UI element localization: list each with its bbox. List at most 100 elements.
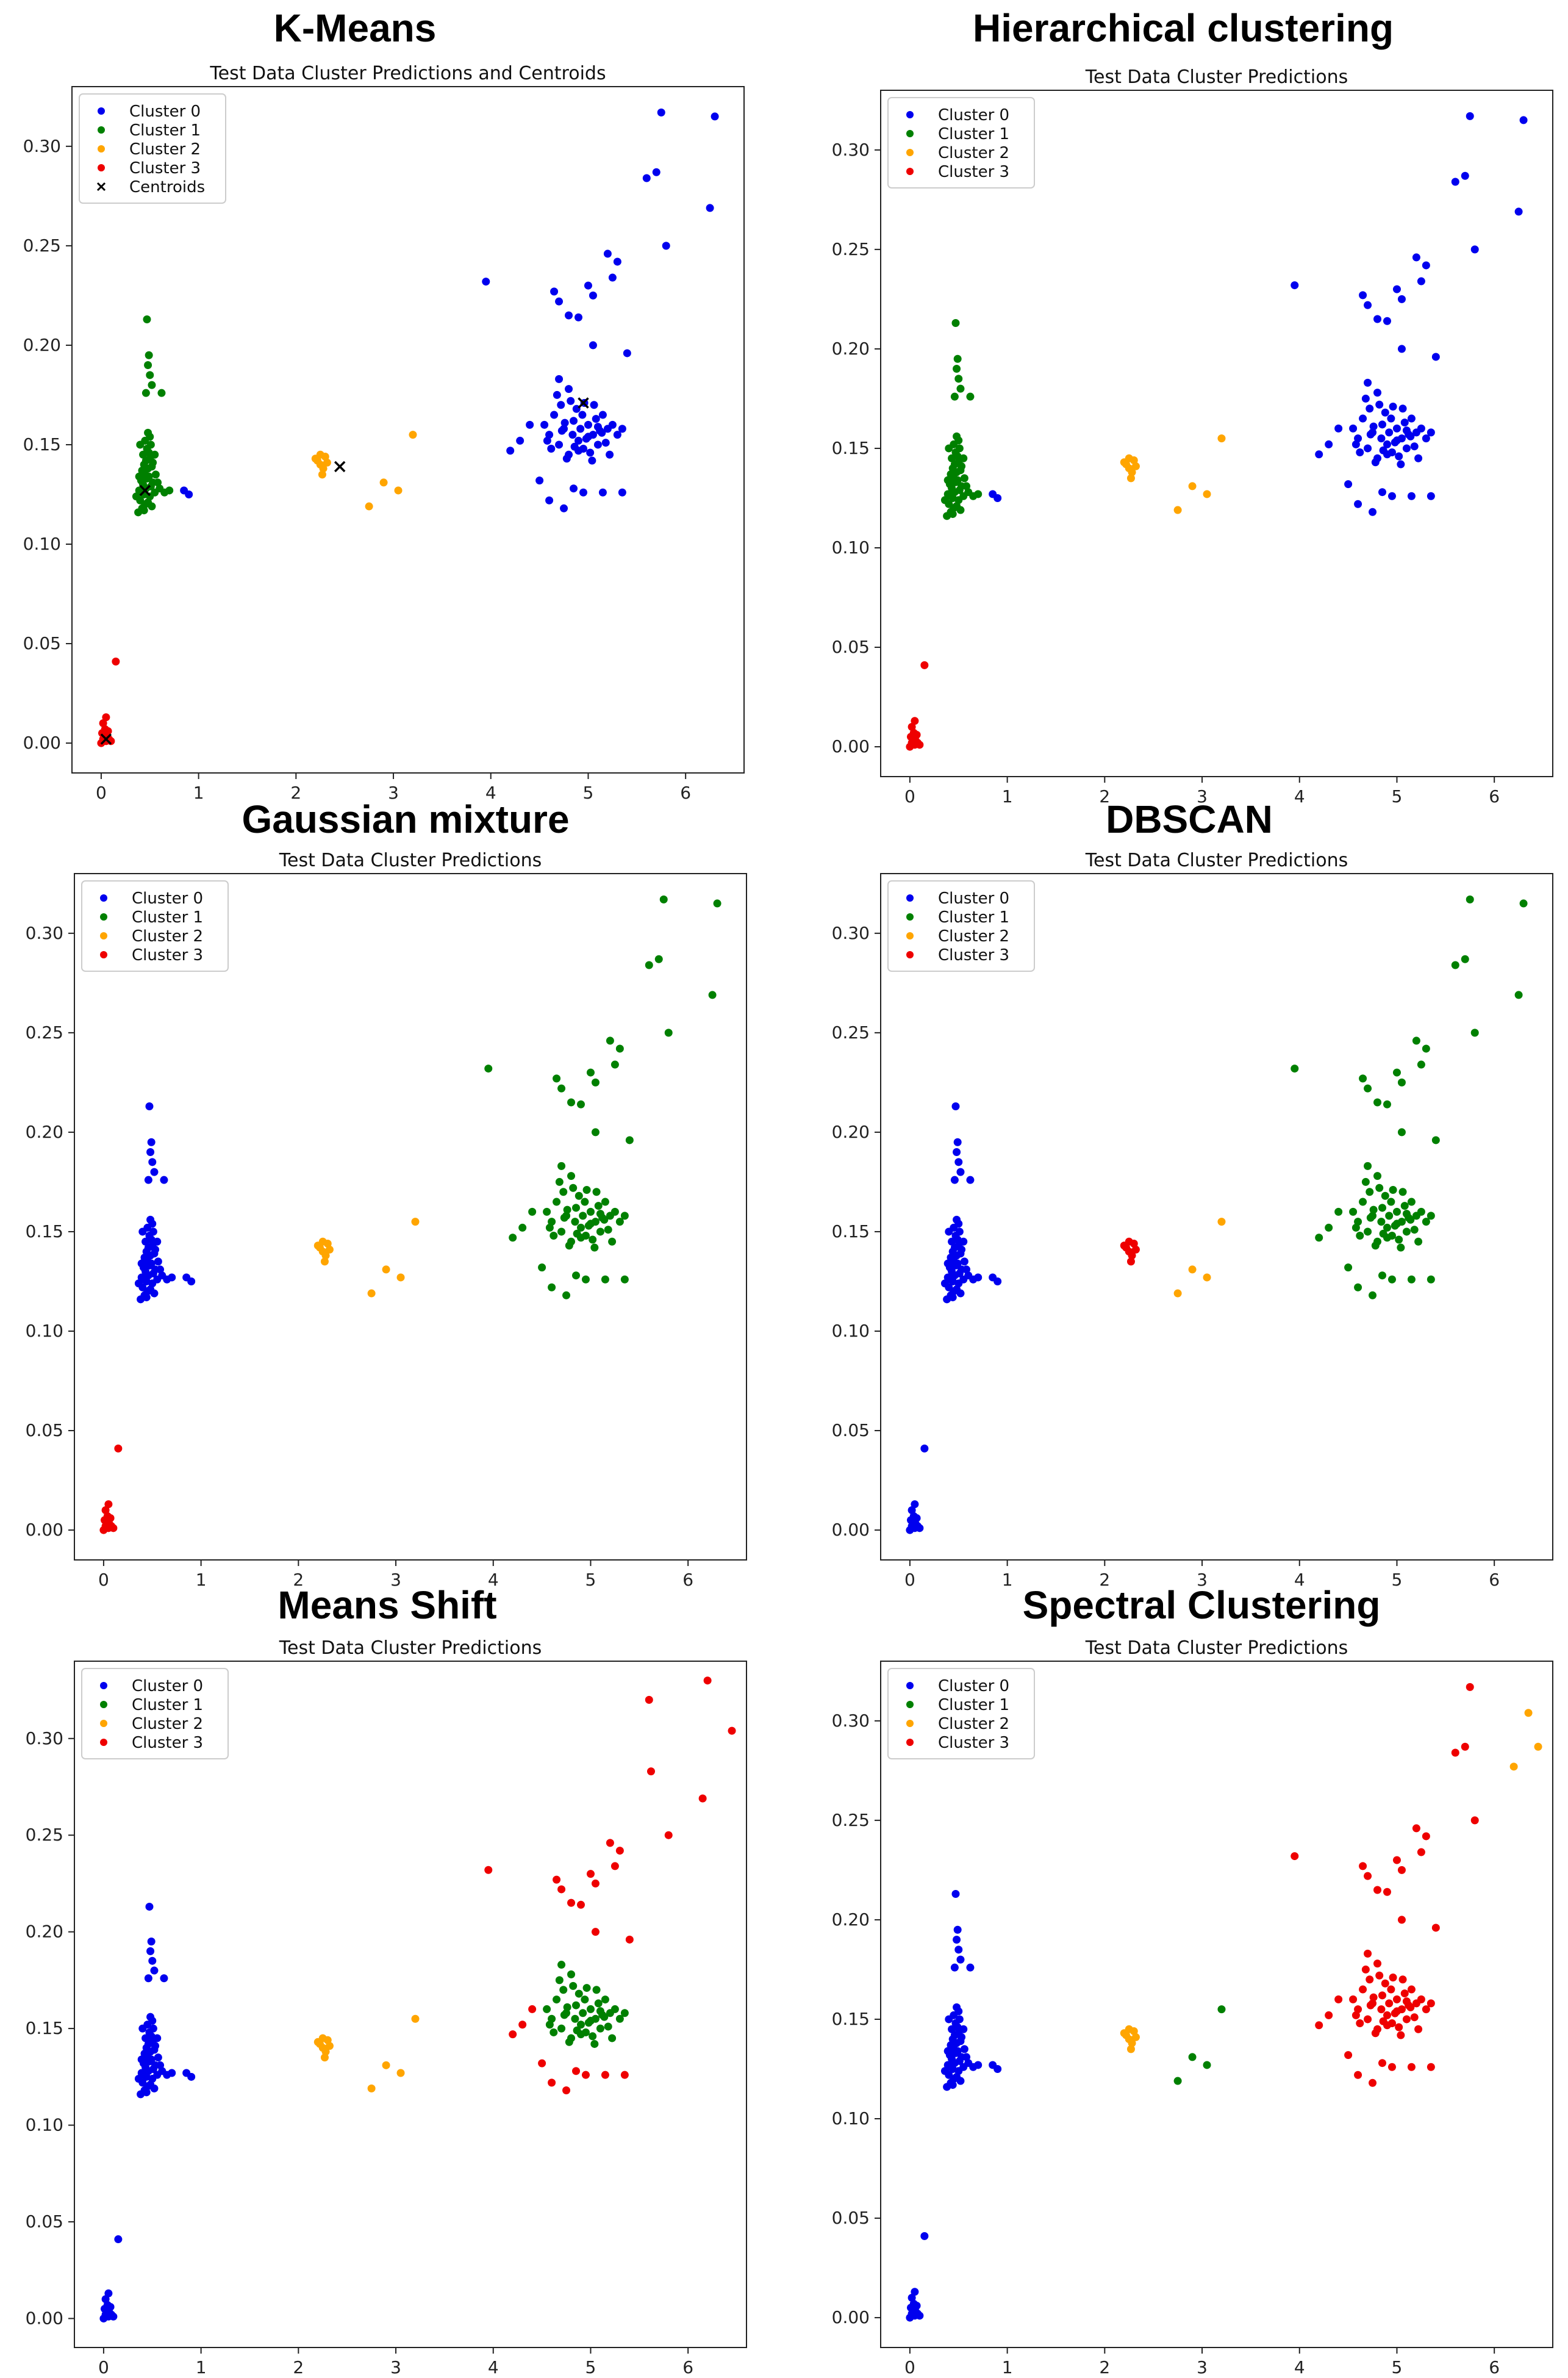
data-point bbox=[1188, 1265, 1197, 1274]
data-point bbox=[584, 433, 592, 441]
legend-marker bbox=[906, 111, 914, 118]
data-point bbox=[146, 1947, 155, 1955]
legend-marker bbox=[906, 1739, 914, 1746]
data-point bbox=[574, 447, 582, 455]
legend-marker bbox=[906, 1720, 914, 1727]
panel-heading-dbscan: DBSCAN bbox=[1106, 797, 1273, 841]
data-point bbox=[109, 1524, 118, 1532]
data-point bbox=[147, 1938, 156, 1946]
data-point bbox=[586, 1207, 595, 1216]
x-tick-label: 6 bbox=[1489, 1570, 1500, 1590]
data-point bbox=[951, 1890, 960, 1898]
data-point bbox=[141, 389, 150, 397]
data-point bbox=[1125, 454, 1133, 462]
data-point bbox=[1366, 1975, 1374, 1984]
data-point bbox=[1378, 420, 1387, 429]
data-point bbox=[1325, 440, 1333, 448]
y-tick-label: 0.30 bbox=[832, 140, 870, 160]
data-point bbox=[1351, 440, 1360, 448]
data-point bbox=[950, 1963, 959, 1972]
data-point bbox=[608, 420, 617, 429]
data-point bbox=[572, 1204, 581, 1212]
data-point bbox=[565, 385, 573, 393]
x-tick-label: 0 bbox=[98, 2357, 109, 2377]
legend-box bbox=[81, 880, 229, 972]
data-point bbox=[1291, 281, 1299, 290]
data-point bbox=[1315, 2021, 1323, 2030]
x-tick-label: 0 bbox=[96, 783, 107, 803]
data-points bbox=[906, 1683, 1542, 2322]
y-tick-label: 0.00 bbox=[26, 2308, 63, 2328]
data-point bbox=[1431, 1924, 1440, 1932]
data-point bbox=[1417, 1060, 1425, 1069]
data-point bbox=[590, 401, 598, 409]
data-point bbox=[138, 1227, 147, 1236]
data-point bbox=[1344, 2051, 1353, 2060]
data-point bbox=[576, 1223, 585, 1232]
data-point bbox=[506, 447, 515, 455]
data-point bbox=[945, 492, 954, 500]
data-point bbox=[136, 440, 145, 449]
x-tick-label: 1 bbox=[1002, 1570, 1013, 1590]
data-point bbox=[1315, 1234, 1323, 1242]
data-point bbox=[1389, 402, 1397, 411]
data-point bbox=[562, 2086, 571, 2095]
legend-marker bbox=[906, 951, 914, 958]
data-point bbox=[137, 2055, 146, 2064]
data-point bbox=[1373, 389, 1382, 397]
data-point bbox=[962, 2053, 971, 2061]
data-point bbox=[908, 2293, 916, 2302]
data-point bbox=[645, 961, 653, 969]
data-point bbox=[1395, 1235, 1403, 1244]
data-point bbox=[591, 1078, 600, 1087]
data-point bbox=[1381, 1191, 1389, 1200]
data-point bbox=[563, 2003, 571, 2011]
data-point bbox=[652, 168, 660, 176]
data-point bbox=[557, 1084, 566, 1093]
data-point bbox=[576, 1100, 585, 1108]
data-point bbox=[1126, 1257, 1135, 1266]
data-point bbox=[102, 713, 110, 722]
data-point bbox=[135, 472, 143, 481]
data-point bbox=[1422, 1218, 1430, 1226]
data-point bbox=[911, 1500, 919, 1509]
data-point bbox=[1188, 2053, 1197, 2061]
data-point bbox=[394, 486, 403, 495]
data-point bbox=[1203, 1273, 1211, 1282]
data-point bbox=[516, 436, 524, 445]
data-point bbox=[1383, 1234, 1391, 1242]
data-point bbox=[1422, 1832, 1430, 1841]
data-point bbox=[589, 291, 597, 300]
data-point bbox=[591, 1928, 600, 1936]
legend-label: Cluster 3 bbox=[132, 946, 203, 964]
data-point bbox=[1402, 1997, 1411, 2006]
data-point bbox=[588, 456, 596, 465]
data-point bbox=[509, 1234, 517, 1242]
data-point bbox=[912, 731, 921, 739]
scatter-panel-2: Test Data Cluster Predictions 0 1 2 3 4 5 6 0.00… bbox=[832, 66, 1553, 806]
data-point bbox=[1291, 1065, 1299, 1073]
legend-label: Cluster 0 bbox=[938, 106, 1009, 124]
data-point bbox=[1378, 1991, 1387, 2000]
y-tick-label: 0.00 bbox=[26, 1520, 63, 1540]
data-point bbox=[543, 436, 551, 445]
data-point bbox=[165, 486, 174, 495]
data-point bbox=[945, 2015, 953, 2024]
y-tick-label: 0.10 bbox=[832, 2108, 870, 2128]
data-point bbox=[557, 1162, 566, 1170]
data-point bbox=[1349, 1995, 1358, 2003]
data-points bbox=[906, 895, 1528, 1534]
data-point bbox=[1410, 2013, 1419, 2022]
data-point bbox=[951, 1102, 960, 1111]
data-point bbox=[1414, 1237, 1423, 1246]
data-point bbox=[114, 2235, 123, 2244]
data-point bbox=[528, 2005, 537, 2013]
data-point bbox=[908, 1506, 916, 1514]
data-point bbox=[1392, 1995, 1401, 2003]
data-point bbox=[1383, 450, 1391, 459]
data-point bbox=[989, 2061, 997, 2069]
data-point bbox=[615, 1218, 624, 1226]
data-point bbox=[396, 1273, 405, 1282]
plot-title: Test Data Cluster Predictions bbox=[279, 850, 542, 871]
